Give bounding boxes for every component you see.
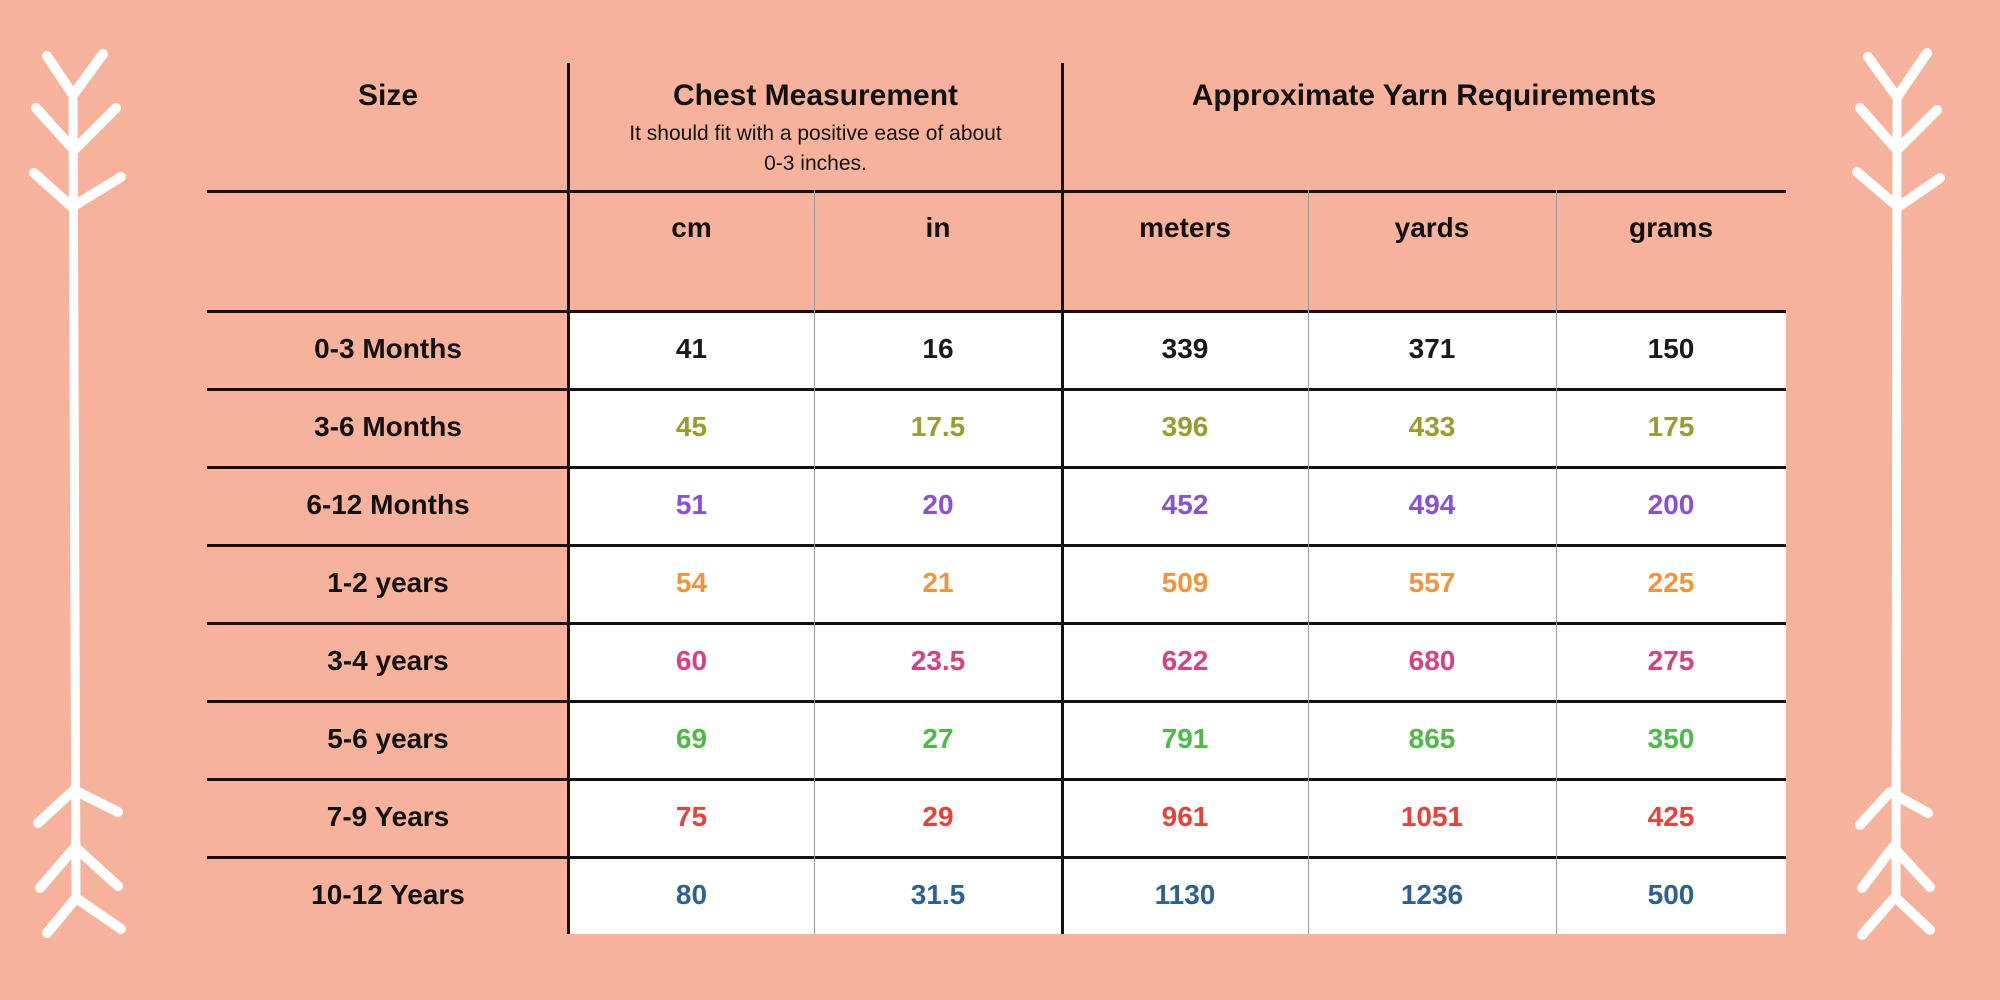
value-cell-yards: 433	[1308, 388, 1556, 466]
left-branch-arrow-decoration	[29, 49, 126, 938]
value-cell-cm: 69	[569, 700, 814, 778]
value-cell-yards: 1051	[1308, 778, 1556, 856]
size-cell: 5-6 years	[327, 723, 449, 754]
value-cell-cm: 80	[569, 856, 814, 934]
chest-measurement-title: Chest Measurement	[672, 79, 959, 112]
value-cell-in: 27	[814, 700, 1062, 778]
empty-corner-cell	[207, 190, 569, 310]
yarn-requirements-header: Approximate Yarn Requirements	[1191, 79, 1657, 112]
value-cell-meters: 791	[1062, 700, 1308, 778]
value-cell-grams: 175	[1556, 388, 1786, 466]
chest-ease-note-line2: 0-3 inches.	[764, 152, 867, 175]
value-cell-cm: 60	[569, 622, 814, 700]
value-cell-yards: 865	[1308, 700, 1556, 778]
value-cell-in: 16	[814, 310, 1062, 388]
value-cell-in: 20	[814, 466, 1062, 544]
unit-header-in: in	[925, 212, 951, 243]
value-cell-grams: 225	[1556, 544, 1786, 622]
size-cell: 6-12 Months	[306, 489, 470, 520]
size-cell: 1-2 years	[327, 567, 449, 598]
value-cell-in: 23.5	[814, 622, 1062, 700]
chest-ease-note-line1: It should fit with a positive ease of ab…	[629, 122, 1002, 145]
value-cell-yards: 1236	[1308, 856, 1556, 934]
unit-header-meters: meters	[1139, 212, 1231, 243]
size-cell: 3-4 years	[327, 645, 449, 676]
value-cell-yards: 557	[1308, 544, 1556, 622]
value-cell-cm: 75	[569, 778, 814, 856]
value-cell-meters: 1130	[1062, 856, 1308, 934]
size-cell: 3-6 Months	[314, 411, 462, 442]
unit-header-yards: yards	[1394, 212, 1470, 243]
value-cell-in: 31.5	[814, 856, 1062, 934]
chest-ease-note: It should fit with a positive ease of ab…	[629, 119, 1001, 179]
value-cell-meters: 339	[1062, 310, 1308, 388]
size-cell: 10-12 Years	[311, 879, 465, 910]
unit-header-grams: grams	[1628, 212, 1714, 243]
value-cell-cm: 51	[569, 466, 814, 544]
value-cell-yards: 371	[1308, 310, 1556, 388]
table-grid: Size Chest Measurement It should fit wit…	[207, 63, 1786, 934]
value-cell-in: 17.5	[814, 388, 1062, 466]
value-cell-meters: 396	[1062, 388, 1308, 466]
value-cell-in: 21	[814, 544, 1062, 622]
size-column-header: Size	[357, 79, 419, 112]
size-chart-table: Size Chest Measurement It should fit wit…	[207, 63, 1786, 934]
value-cell-meters: 622	[1062, 622, 1308, 700]
unit-header-cm: cm	[671, 212, 712, 243]
right-branch-arrow-decoration	[1852, 48, 1945, 940]
value-cell-grams: 425	[1556, 778, 1786, 856]
chest-measurement-header: Chest Measurement It should fit with a p…	[569, 63, 1062, 190]
size-cell: 7-9 Years	[326, 801, 450, 832]
value-cell-grams: 275	[1556, 622, 1786, 700]
value-cell-yards: 680	[1308, 622, 1556, 700]
value-cell-grams: 500	[1556, 856, 1786, 934]
value-cell-grams: 150	[1556, 310, 1786, 388]
value-cell-in: 29	[814, 778, 1062, 856]
value-cell-meters: 452	[1062, 466, 1308, 544]
value-cell-cm: 54	[569, 544, 814, 622]
value-cell-cm: 45	[569, 388, 814, 466]
value-cell-meters: 509	[1062, 544, 1308, 622]
size-cell: 0-3 Months	[314, 333, 462, 364]
value-cell-cm: 41	[569, 310, 814, 388]
value-cell-grams: 350	[1556, 700, 1786, 778]
value-cell-meters: 961	[1062, 778, 1308, 856]
value-cell-grams: 200	[1556, 466, 1786, 544]
value-cell-yards: 494	[1308, 466, 1556, 544]
